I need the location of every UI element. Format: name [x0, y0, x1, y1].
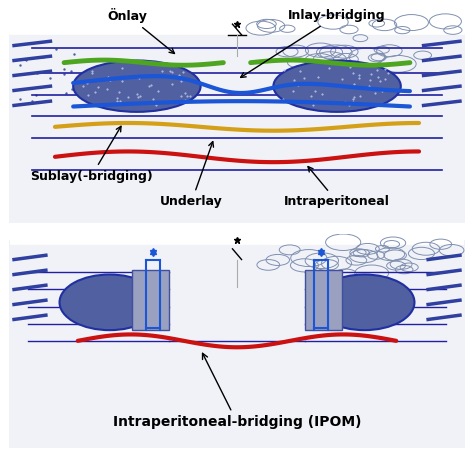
Text: Inlay-bridging: Inlay-bridging — [241, 9, 386, 77]
Text: Önlay: Önlay — [108, 8, 174, 53]
Polygon shape — [9, 244, 465, 448]
Text: Intraperitoneal-bridging (IPOM): Intraperitoneal-bridging (IPOM) — [113, 353, 361, 429]
Ellipse shape — [73, 60, 201, 112]
Polygon shape — [9, 35, 465, 223]
Text: Intraperitoneal: Intraperitoneal — [284, 166, 390, 208]
Polygon shape — [0, 144, 474, 260]
Polygon shape — [0, 0, 474, 56]
Ellipse shape — [273, 60, 401, 112]
FancyBboxPatch shape — [132, 270, 169, 330]
FancyBboxPatch shape — [305, 270, 342, 330]
Text: Sublay(-bridging): Sublay(-bridging) — [30, 126, 153, 182]
Text: Underlay: Underlay — [160, 142, 223, 208]
Ellipse shape — [60, 275, 160, 330]
Ellipse shape — [314, 275, 414, 330]
